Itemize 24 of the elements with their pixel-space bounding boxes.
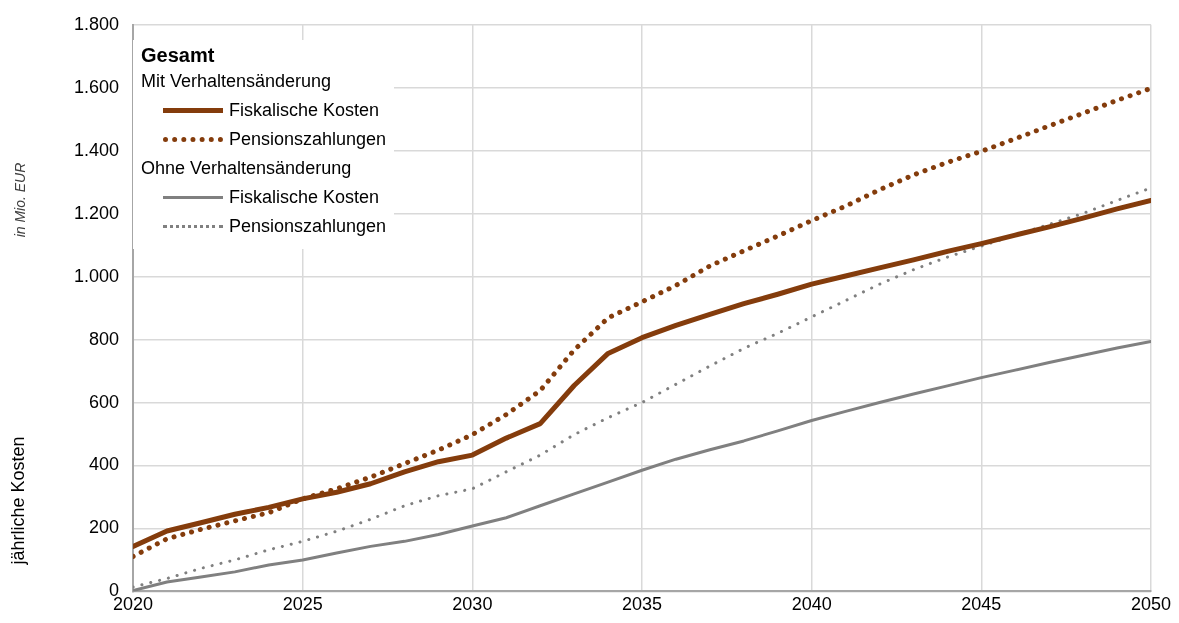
legend-title: Gesamt [141,44,216,67]
annotation: Mit Verhaltensänderung [141,71,333,92]
y-tick-label: 200 [89,517,120,538]
legend-label: Pensionszahlungen [229,129,387,150]
x-tick-label: 2050 [1130,594,1172,615]
y-tick-label: 1.600 [74,76,120,97]
x-tick-label: 2025 [282,594,323,615]
y-tick-label: 600 [89,391,120,412]
x-tick-label: 2045 [961,594,1002,615]
x-tick-label: 2035 [622,594,663,615]
y-tick-label: 1.000 [74,265,120,286]
x-tick-label: 2040 [791,594,832,615]
y-tick-label: 1.400 [74,139,120,160]
x-tick-label: 2030 [452,594,493,615]
annotation: Ohne Verhaltensänderung [141,158,353,179]
text: in Mio. EUR [11,162,28,238]
y-tick-label: 800 [89,328,120,349]
legend-label: Pensionszahlungen [229,216,387,237]
legend-label: Fiskalische Kosten [229,187,380,208]
y-axis-title: jährliche Kosten [7,435,29,565]
legend-label: Fiskalische Kosten [229,100,380,121]
y-tick-label: 1.800 [74,13,120,34]
y-tick-label: 400 [89,454,120,475]
y-tick-label: 1.200 [74,202,120,223]
